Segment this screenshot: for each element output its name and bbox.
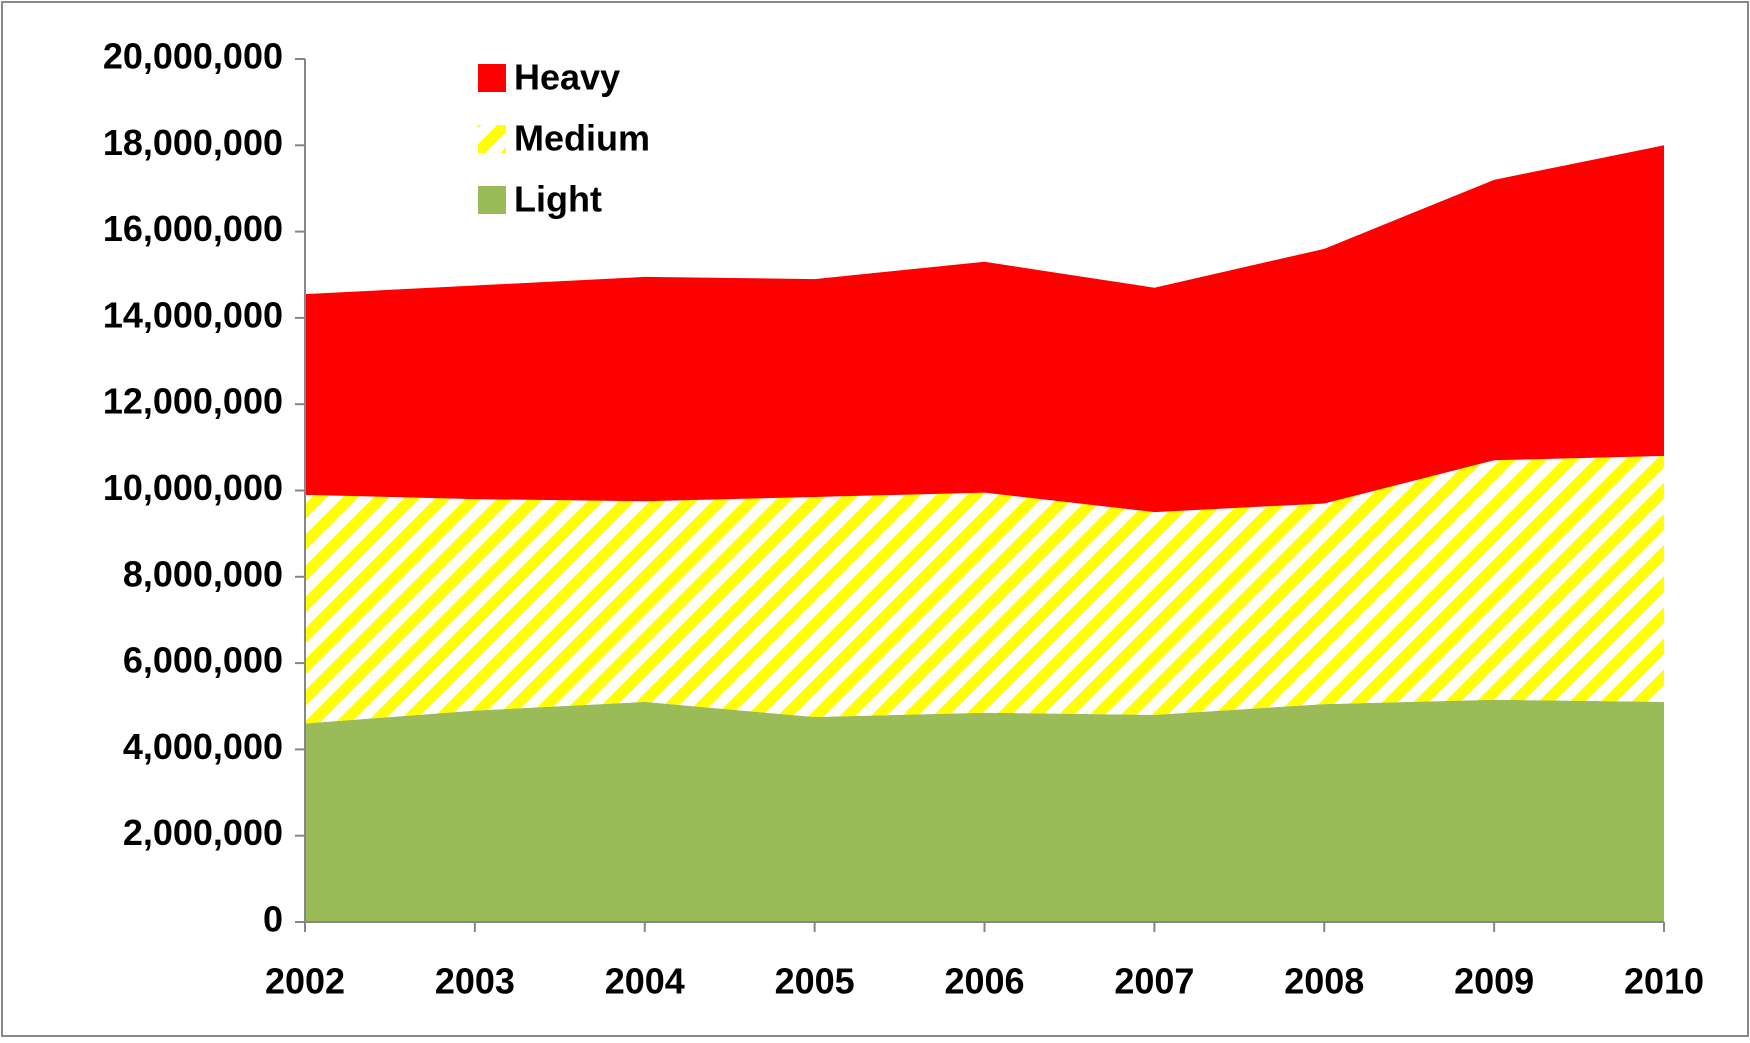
y-tick-label: 20,000,000 — [103, 36, 283, 77]
area-medium — [305, 455, 1664, 724]
plot-area — [305, 145, 1664, 922]
x-tick-label: 2007 — [1114, 961, 1194, 1002]
legend-label: Heavy — [514, 57, 620, 98]
y-tick-label: 14,000,000 — [103, 294, 283, 335]
y-tick-label: 18,000,000 — [103, 122, 283, 163]
x-tick-label: 2008 — [1284, 961, 1364, 1002]
legend-label: Medium — [514, 118, 650, 159]
x-tick-label: 2006 — [944, 961, 1024, 1002]
y-tick-label: 2,000,000 — [123, 812, 283, 853]
legend: Heavy Medium Light — [478, 57, 650, 220]
x-tick-label: 2003 — [435, 961, 515, 1002]
legend-swatch — [478, 186, 506, 214]
y-tick-label: 4,000,000 — [123, 726, 283, 767]
x-tick-label: 2004 — [605, 961, 685, 1002]
y-tick-label: 8,000,000 — [123, 553, 283, 594]
y-tick-label: 6,000,000 — [123, 640, 283, 681]
y-tick-label: 12,000,000 — [103, 381, 283, 422]
area-light — [305, 699, 1664, 922]
area-heavy — [305, 145, 1664, 513]
y-tick-label: 10,000,000 — [103, 467, 283, 508]
legend-swatch — [478, 125, 506, 153]
y-tick-label: 16,000,000 — [103, 208, 283, 249]
y-tick-label: 0 — [263, 899, 283, 940]
axes: 0 2,000,000 4,000,000 6,000,000 8,000,000 10,… — [103, 36, 1704, 1002]
legend-swatch — [478, 64, 506, 92]
legend-label: Light — [514, 179, 602, 220]
x-tick-label: 2009 — [1454, 961, 1534, 1002]
x-tick-label: 2005 — [775, 961, 855, 1002]
x-tick-label: 2002 — [265, 961, 345, 1002]
x-tick-label: 2010 — [1624, 961, 1704, 1002]
